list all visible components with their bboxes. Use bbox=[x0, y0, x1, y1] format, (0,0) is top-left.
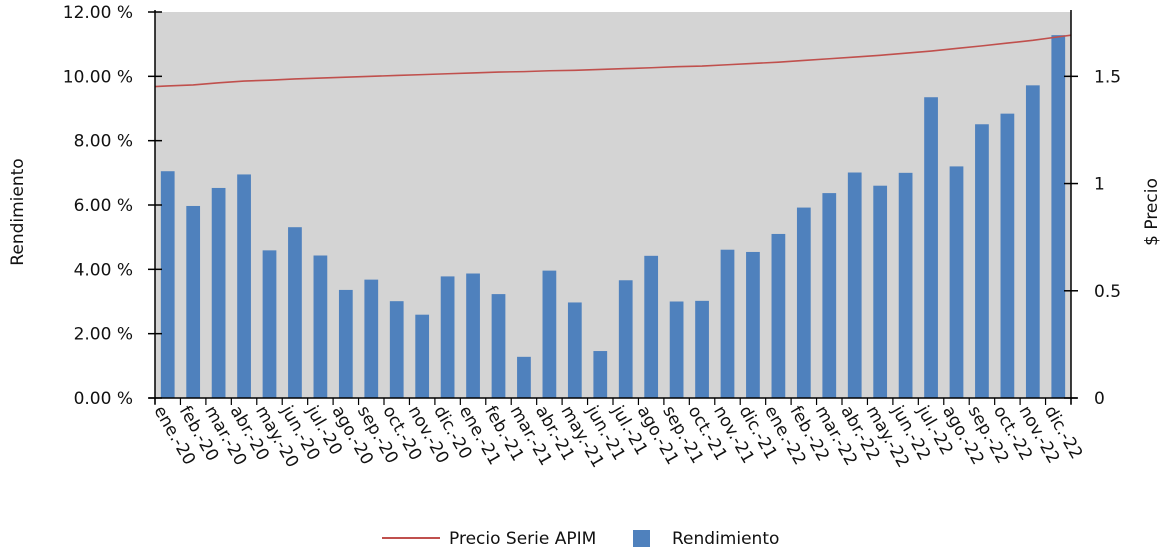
bar-12 bbox=[466, 273, 480, 398]
bar-19 bbox=[644, 255, 659, 398]
line-series bbox=[154, 34, 1072, 88]
bar-31 bbox=[949, 166, 964, 398]
bar-15 bbox=[542, 270, 557, 398]
left-axis-title: Rendimiento bbox=[8, 158, 28, 265]
bar-24 bbox=[771, 233, 786, 398]
right-tick-label-0: 0 bbox=[1094, 389, 1105, 409]
bar-14 bbox=[517, 356, 531, 398]
right-axis-ticks: 0 0.5 1 1.5 bbox=[1064, 67, 1121, 409]
bar-33 bbox=[1000, 113, 1015, 399]
bar-30 bbox=[924, 97, 938, 399]
bar-20 bbox=[669, 301, 684, 398]
bar-29 bbox=[898, 172, 913, 398]
bar-35 bbox=[1051, 35, 1066, 398]
legend-label-precio: Precio Serie APIM bbox=[449, 529, 596, 549]
bar-series bbox=[160, 35, 1066, 399]
legend-bar-swatch bbox=[633, 530, 650, 547]
bar-13 bbox=[491, 294, 506, 398]
bar-5 bbox=[288, 227, 302, 398]
bar-23 bbox=[746, 251, 760, 398]
bar-26 bbox=[822, 193, 837, 398]
right-tick-label-1: 0.5 bbox=[1094, 282, 1121, 302]
right-tick-label-3: 1.5 bbox=[1094, 67, 1121, 87]
bar-1 bbox=[186, 205, 201, 398]
bar-18 bbox=[618, 280, 633, 398]
bar-21 bbox=[695, 300, 709, 398]
bar-8 bbox=[364, 279, 379, 398]
bar-16 bbox=[567, 302, 582, 398]
left-tick-label-1: 2.00 % bbox=[74, 325, 133, 345]
bar-27 bbox=[847, 172, 862, 398]
bar-32 bbox=[975, 124, 989, 398]
bar-10 bbox=[415, 314, 430, 398]
bar-4 bbox=[262, 250, 277, 398]
price-line-path bbox=[154, 34, 1072, 88]
bar-7 bbox=[338, 289, 353, 398]
left-tick-label-6: 12.00 % bbox=[63, 3, 133, 23]
x-axis-ticks: ene.-20feb.-20mar.-20abr.-20may.-20jun.-… bbox=[149, 398, 1086, 471]
bar-25 bbox=[796, 207, 811, 398]
bar-3 bbox=[237, 174, 251, 398]
legend-label-rendimiento: Rendimiento bbox=[672, 529, 779, 549]
bar-28 bbox=[873, 185, 888, 398]
bar-2 bbox=[211, 187, 226, 398]
bar-6 bbox=[313, 255, 328, 398]
left-tick-label-2: 4.00 % bbox=[74, 260, 133, 280]
left-tick-label-4: 8.00 % bbox=[74, 132, 133, 152]
legend: Precio Serie APIM Rendimiento bbox=[382, 529, 779, 549]
plot-background bbox=[155, 12, 1071, 398]
bar-9 bbox=[389, 301, 404, 398]
bar-0 bbox=[160, 171, 175, 398]
bar-34 bbox=[1025, 85, 1040, 398]
plot-area bbox=[155, 12, 1071, 398]
right-tick-label-2: 1 bbox=[1094, 175, 1105, 195]
bar-22 bbox=[720, 249, 735, 398]
left-tick-label-3: 6.00 % bbox=[74, 196, 133, 216]
left-tick-label-5: 10.00 % bbox=[63, 67, 133, 87]
right-axis-title: $ Precio bbox=[1142, 178, 1162, 246]
left-tick-label-0: 0.00 % bbox=[74, 389, 133, 409]
bar-17 bbox=[593, 351, 608, 398]
left-axis-ticks: 0.00 % 2.00 % 4.00 % 6.00 % 8.00 % 10.00 % 12.… bbox=[63, 3, 162, 409]
bar-11 bbox=[440, 276, 455, 398]
